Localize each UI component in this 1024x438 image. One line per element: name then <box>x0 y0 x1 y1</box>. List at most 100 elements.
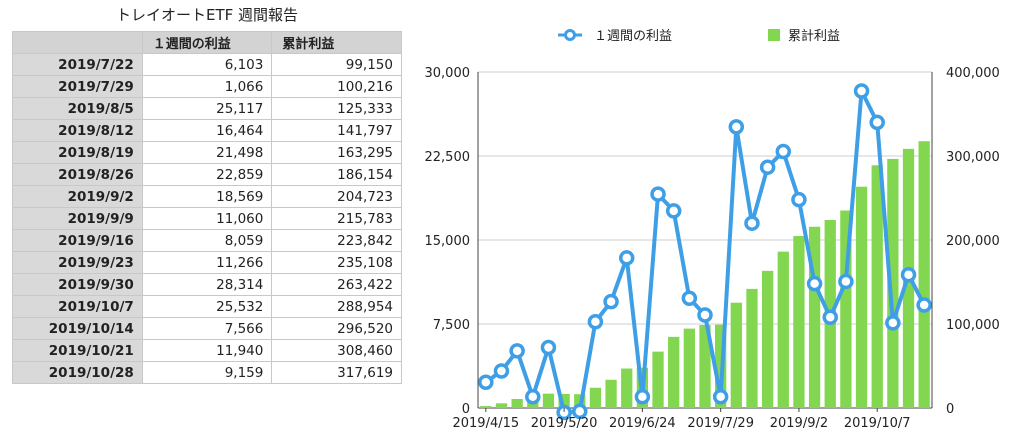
row-cumulative-profit: 186,154 <box>271 163 402 186</box>
cumulative-bar <box>683 328 695 408</box>
cumulative-bar <box>605 379 617 408</box>
x-axis-tick-label: 2019/10/7 <box>844 416 911 431</box>
row-weekly-profit: 25,532 <box>141 295 273 318</box>
cumulative-bar <box>652 351 664 408</box>
table-row: 2019/10/14 7,566 296,520 <box>12 317 402 340</box>
weekly-profit-point <box>478 374 494 390</box>
weekly-profit-point <box>838 273 854 290</box>
table-row: 2019/9/30 28,314 263,422 <box>12 273 402 296</box>
left-axis-tick-label: 22,500 <box>425 150 471 165</box>
weekly-profit-point <box>540 339 557 356</box>
cumulative-bar <box>511 399 523 408</box>
weekly-report-table: １週間の利益 累計利益 2019/7/22 6,103 99,150 2019/7/2… <box>12 31 402 384</box>
row-cumulative-profit: 308,460 <box>271 339 402 362</box>
right-axis-tick-label: 200,000 <box>946 234 1000 249</box>
row-weekly-profit: 18,569 <box>141 185 273 208</box>
x-axis-tick-label: 2019/5/20 <box>531 416 598 431</box>
left-axis-tick-label: 30,000 <box>425 66 471 81</box>
row-cumulative-profit: 296,520 <box>271 317 402 340</box>
cumulative-bar <box>777 251 789 408</box>
weekly-profit-point <box>665 203 682 219</box>
row-weekly-profit: 28,314 <box>141 273 273 296</box>
row-cumulative-profit: 317,619 <box>271 361 402 384</box>
row-cumulative-profit: 99,150 <box>271 53 402 76</box>
legend-label-weekly: １週間の利益 <box>594 29 672 44</box>
row-date: 2019/8/26 <box>12 163 143 186</box>
weekly-profit-point <box>618 250 635 266</box>
weekly-profit-point <box>744 215 760 231</box>
legend-circle-marker <box>564 29 576 41</box>
x-axis-tick-label: 2019/9/2 <box>770 416 828 431</box>
row-cumulative-profit: 204,723 <box>271 185 402 208</box>
row-date: 2019/7/22 <box>12 53 143 76</box>
row-weekly-profit: 21,498 <box>141 141 273 164</box>
row-cumulative-profit: 263,422 <box>271 273 402 296</box>
header-corner <box>12 31 143 54</box>
table-row: 2019/8/19 21,498 163,295 <box>12 141 402 164</box>
row-date: 2019/10/28 <box>12 361 143 384</box>
right-axis-tick-label: 400,000 <box>946 66 1000 81</box>
row-cumulative-profit: 163,295 <box>271 141 402 164</box>
right-axis-tick-label: 0 <box>946 402 954 417</box>
left-axis-tick-label: 7,500 <box>433 318 470 333</box>
row-cumulative-profit: 141,797 <box>271 119 402 142</box>
row-weekly-profit: 7,566 <box>141 317 273 340</box>
weekly-profit-point <box>603 293 619 310</box>
right-axis-tick-label: 300,000 <box>946 150 1000 165</box>
row-date: 2019/10/14 <box>12 317 143 340</box>
chart-legend: １週間の利益 累計利益 <box>558 28 840 44</box>
table-row: 2019/9/16 8,059 223,842 <box>12 229 402 252</box>
row-weekly-profit: 25,117 <box>141 97 273 120</box>
cumulative-bar <box>730 302 742 408</box>
table-row: 2019/9/23 11,266 235,108 <box>12 251 402 274</box>
weekly-profit-point <box>681 290 698 306</box>
cumulative-bar <box>480 406 492 408</box>
row-date: 2019/7/29 <box>12 75 143 98</box>
row-date: 2019/9/30 <box>12 273 143 296</box>
profit-chart: 0 0 7,500 100,000 15,000 200,000 22,500 300,000… <box>425 28 1000 431</box>
weekly-profit-point <box>885 315 901 331</box>
weekly-profit-point <box>650 186 666 202</box>
weekly-profit-point <box>634 389 651 405</box>
x-axis-tick-label: 2019/6/24 <box>609 416 676 431</box>
weekly-profit-point <box>697 307 713 323</box>
x-axis-tick-label: 2019/4/15 <box>452 416 519 431</box>
row-cumulative-profit: 215,783 <box>271 207 402 230</box>
weekly-profit-point <box>525 389 541 405</box>
row-weekly-profit: 8,059 <box>141 229 273 252</box>
row-cumulative-profit: 223,842 <box>271 229 402 252</box>
left-axis-tick-label: 15,000 <box>425 234 471 249</box>
cumulative-bar <box>589 387 602 408</box>
row-date: 2019/9/2 <box>12 185 143 208</box>
row-date: 2019/8/12 <box>12 119 143 142</box>
weekly-profit-point <box>853 83 870 99</box>
cumulative-bar <box>621 368 633 408</box>
weekly-profit-point <box>728 119 745 135</box>
cumulative-bars <box>480 141 930 408</box>
cumulative-bar <box>558 393 570 408</box>
left-axis-tick-label: 0 <box>462 402 470 417</box>
weekly-profit-point <box>759 159 776 175</box>
row-weekly-profit: 22,859 <box>141 163 273 186</box>
cumulative-bar <box>855 186 868 408</box>
row-date: 2019/10/21 <box>12 339 143 362</box>
weekly-profit-point <box>791 191 807 208</box>
cumulative-bar <box>761 270 774 408</box>
table-row: 2019/7/22 6,103 99,150 <box>12 53 402 76</box>
table-row: 2019/8/26 22,859 186,154 <box>12 163 402 186</box>
cumulative-bar <box>542 393 555 408</box>
legend-square-marker <box>768 29 780 41</box>
header-weekly-profit: １週間の利益 <box>141 31 273 54</box>
row-date: 2019/8/5 <box>12 97 143 120</box>
cumulative-bar <box>840 210 852 408</box>
weekly-profit-point <box>493 363 510 379</box>
table-row: 2019/8/12 16,464 141,797 <box>12 119 402 142</box>
row-weekly-profit: 6,103 <box>141 53 273 76</box>
row-date: 2019/9/16 <box>12 229 143 252</box>
row-cumulative-profit: 235,108 <box>271 251 402 274</box>
weekly-profit-point <box>572 403 588 420</box>
table-title: トレイオートETF 週間報告 <box>115 6 299 24</box>
table-row: 2019/9/9 11,060 215,783 <box>12 207 402 230</box>
chart-axes: 0 0 7,500 100,000 15,000 200,000 22,500 300,000… <box>425 66 1000 431</box>
weekly-profit-point <box>822 309 838 326</box>
